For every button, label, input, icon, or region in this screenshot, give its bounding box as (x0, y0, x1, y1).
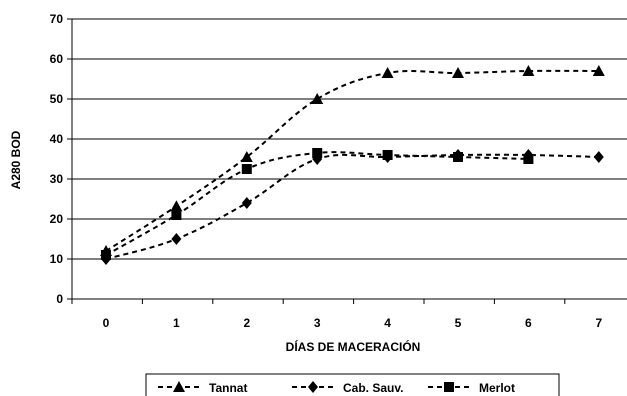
data-point (241, 164, 252, 174)
y-axis-title: A280 BOD (9, 130, 23, 189)
legend-item: Merlot (428, 381, 515, 395)
legend: Tannat Cab. Sauv. Merlot (145, 373, 560, 396)
x-tick-label: 6 (525, 316, 532, 330)
y-tick-label: 70 (50, 12, 64, 26)
legend-marker-square-icon (444, 382, 454, 392)
data-point (170, 200, 183, 212)
legend-label: Merlot (479, 381, 515, 395)
y-tick-label: 40 (50, 132, 64, 146)
x-tick-label: 4 (384, 316, 391, 330)
data-point (453, 152, 463, 162)
data-point (452, 67, 464, 78)
x-tick-label: 7 (595, 316, 602, 330)
gridlines (72, 18, 627, 260)
y-tick-label: 0 (56, 292, 63, 306)
x-tick-label: 1 (173, 316, 180, 330)
y-tick-label: 30 (50, 172, 64, 186)
x-tick-label: 2 (243, 316, 250, 330)
data-point (523, 154, 534, 164)
y-tick-label: 20 (50, 212, 64, 226)
data-point (382, 150, 393, 160)
x-tick-label: 5 (455, 316, 462, 330)
data-point (522, 65, 535, 76)
data-point (381, 67, 394, 78)
series-layer (100, 65, 605, 265)
data-point (312, 148, 323, 158)
series-tannat (100, 65, 605, 256)
legend-marker-triangle-icon (173, 381, 185, 392)
data-point (593, 151, 604, 163)
legend-label: Cab. Sauv. (343, 381, 403, 395)
y-tick-label: 50 (50, 92, 64, 106)
y-tick-label: 60 (50, 52, 64, 66)
legend-marker-diamond-icon (308, 381, 318, 393)
legend-box (145, 373, 560, 396)
data-point (171, 233, 182, 245)
data-point (101, 250, 111, 260)
series-line (105, 153, 599, 260)
data-point (592, 65, 605, 76)
data-point (311, 93, 324, 104)
series-merlot (101, 148, 534, 260)
tick-labels: 0 10 20 30 40 50 60 70 0 1 2 3 4 5 6 7 (50, 12, 603, 330)
y-tick-label: 10 (50, 252, 64, 266)
series-line (105, 151, 529, 256)
axes (67, 18, 627, 304)
data-point (240, 151, 253, 162)
legend-item: Tannat (158, 381, 247, 395)
x-tick-label: 3 (314, 316, 321, 330)
legend-label: Tannat (209, 381, 247, 395)
data-point (171, 210, 182, 220)
x-axis-title: DÍAS DE MACERACIÓN (286, 339, 421, 354)
x-tick-label: 0 (103, 316, 110, 330)
data-point (241, 197, 252, 209)
legend-item: Cab. Sauv. (292, 381, 403, 395)
